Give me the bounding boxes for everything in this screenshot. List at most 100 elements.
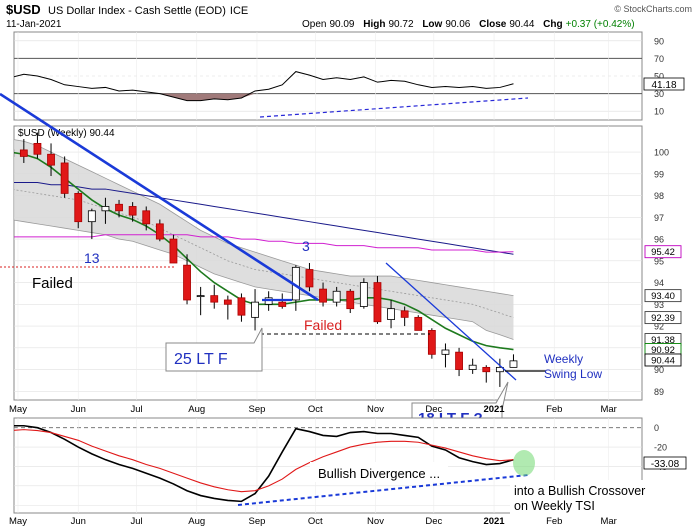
short-downtrend-line: [385, 262, 517, 381]
candle-body: [346, 290, 355, 310]
price-tick-label: 89: [654, 387, 664, 397]
price-candle: [183, 254, 191, 305]
tsi-tick-label: -20: [654, 443, 667, 453]
rsi-tick-label: 10: [654, 107, 664, 117]
price-tick-label: 94: [654, 278, 664, 288]
x-axis-label: Mar: [600, 516, 616, 527]
price-candle: [414, 315, 423, 331]
rsi-line: [14, 71, 514, 102]
x-axis-label: Jun: [71, 516, 86, 527]
tsi-current-tag: -33.08: [643, 456, 687, 470]
crossover-line-1: into a Bullish Crossover: [514, 484, 645, 498]
price-candle: [441, 343, 450, 368]
x-axis-bottom: May Jun Jul Aug Sep Oct Nov Dec 2021 Feb Mar: [9, 516, 617, 527]
price-tag: 93.40: [644, 289, 682, 303]
long-moving-average: [14, 182, 514, 255]
candle-body: [223, 299, 232, 305]
price-candle: [387, 299, 395, 329]
candle-body: [183, 264, 191, 301]
candle-body: [468, 364, 477, 370]
candle-body: [482, 366, 491, 373]
price-candle: [115, 199, 123, 218]
candle-body: [19, 149, 28, 157]
price-tick-label: 95: [654, 256, 664, 266]
candle-body: [373, 282, 382, 323]
price-candle: [33, 132, 42, 159]
candle-body: [278, 301, 287, 307]
price-legend: $USD (Weekly) 90.44: [18, 128, 115, 139]
symbol-description: US Dollar Index - Cash Settle (EOD): [48, 5, 226, 17]
price-candle: [60, 156, 69, 198]
annotation-13: 13: [84, 250, 100, 266]
crossover-callout: into a Bullish Crossover on Weekly TSI: [510, 480, 694, 514]
price-tag: 90.44: [644, 353, 682, 366]
crossover-highlight: [513, 450, 535, 476]
chart-date: 11-Jan-2021: [6, 19, 62, 30]
rsi-current-value: 41.18: [651, 80, 676, 91]
close-label: Close: [479, 19, 507, 30]
low-value: 90.06: [445, 19, 470, 30]
price-tag-value: 91.38: [651, 335, 675, 346]
exchange-label: ICE: [230, 5, 248, 17]
rsi-plot: [14, 71, 514, 102]
bollinger-band-fill: [14, 139, 514, 340]
x-axis-label: Oct: [308, 404, 323, 415]
bullish-divergence-text: Bullish Divergence ...: [318, 466, 440, 481]
candle-body: [414, 316, 423, 331]
x-axis-label: Jun: [71, 404, 86, 415]
price-candle: [468, 358, 477, 374]
close-value: 90.44: [509, 19, 534, 30]
price-tag-box: [644, 289, 682, 303]
annotation-failed-mid: Failed: [304, 317, 342, 333]
price-tag-value: 93.40: [651, 291, 675, 302]
price-tag-value: 90.44: [651, 355, 675, 366]
tsi-panel: 0-20-40-60-80 -33.08 Bullish Divergence …: [13, 417, 694, 514]
price-tick-label: 92: [654, 322, 664, 332]
price-candle: [427, 328, 436, 359]
price-candle: [332, 286, 341, 307]
tsi-plot: [14, 424, 514, 503]
rsi-current-tag-box: [643, 77, 685, 91]
price-candle: [128, 202, 137, 222]
rsi-tick-label: 70: [654, 54, 664, 64]
price-candle: [223, 295, 232, 320]
chart-header: $USD US Dollar Index - Cash Settle (EOD)…: [6, 2, 692, 30]
price-candle: [305, 263, 314, 292]
candle-body: [128, 206, 137, 216]
candle-body: [455, 351, 463, 370]
x-axis-label: May: [9, 404, 27, 415]
x-axis-label: Jul: [130, 516, 142, 527]
price-tick-label: 97: [654, 213, 664, 223]
price-tick-label: 100: [654, 148, 669, 158]
candle-body: [87, 210, 96, 223]
price-candle: [155, 219, 164, 242]
x-axis-label: Mar: [600, 404, 616, 415]
x-axis-label: 2021: [483, 516, 505, 527]
candle-body: [427, 330, 436, 355]
bollinger-upper: [14, 139, 514, 297]
crossover-line-2: on Weekly TSI: [514, 499, 595, 513]
big-downtrend-line: [0, 92, 319, 302]
tsi-line: [14, 424, 514, 503]
brand-label: © StockCharts.com: [614, 4, 692, 14]
callout-25-lt-f-text: 25 LT F: [174, 351, 228, 368]
rsi-axis: 10 30 50 70 90: [654, 36, 664, 116]
candle-body: [33, 142, 42, 155]
low-label: Low: [422, 19, 442, 30]
price-tag: 95.42: [644, 245, 682, 258]
tsi-current-value: -33.08: [651, 459, 680, 470]
price-tick-label: 90: [654, 365, 664, 375]
candle-body: [305, 269, 314, 288]
rsi-grid: [14, 32, 642, 120]
x-axis-label: Feb: [546, 516, 562, 527]
candle-body: [237, 297, 246, 316]
open-value: 90.09: [329, 19, 354, 30]
candle-body: [155, 223, 164, 240]
rsi-panel: 10 30 50 70 90 41.18: [13, 31, 685, 121]
candle-body: [332, 290, 341, 303]
x-axis-label: Nov: [367, 404, 384, 415]
candle-body: [14, 149, 15, 157]
price-candle: [196, 286, 205, 316]
ohlc-readout: Open 90.09 High 90.72 Low 90.06 Close 90.44 …: [302, 19, 635, 30]
price-tag: 92.39: [644, 311, 682, 324]
